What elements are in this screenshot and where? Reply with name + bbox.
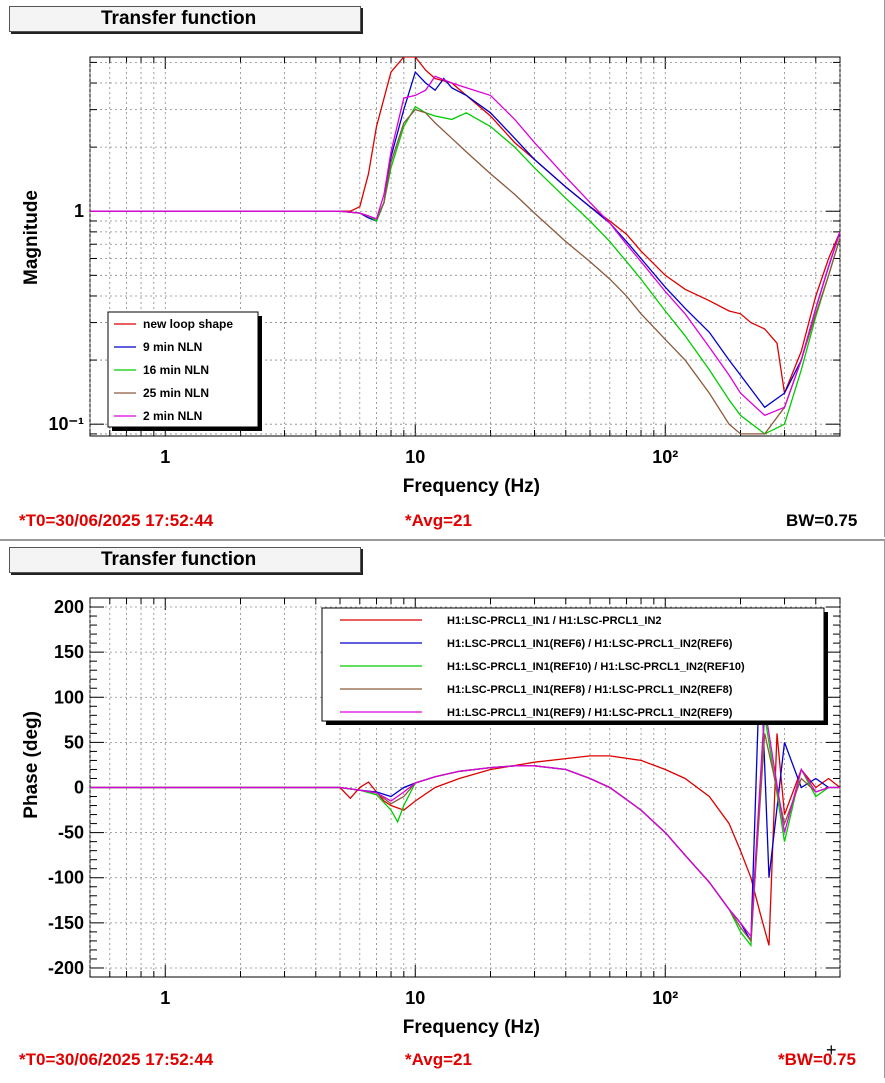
phase-panel: Transfer function 1 10 10² -200 -150 -100 -50 0… — [0, 539, 885, 1078]
phase-y-tick-label: 100 — [54, 687, 84, 707]
magnitude-legend-label-1: 9 min NLN — [143, 340, 202, 354]
magnitude-bw-label: BW=0.75 — [786, 511, 858, 530]
phase-bw-label: *BW=0.75 — [778, 1050, 856, 1069]
phase-legend — [321, 607, 825, 722]
magnitude-x-axis-label: Frequency (Hz) — [403, 476, 540, 497]
phase-y-tick-label: -150 — [48, 913, 84, 933]
phase-legend-label-0: H1:LSC-PRCL1_IN1 / H1:LSC-PRCL1_IN2 — [447, 615, 662, 627]
magnitude-t0-label: *T0=30/06/2025 17:52:44 — [19, 511, 214, 530]
magnitude-legend-label-3: 25 min NLN — [143, 386, 209, 400]
phase-y-tick-label: -200 — [48, 958, 84, 978]
magnitude-chart: 1 10 10² 10⁻¹ 1 Frequency (Hz) Magnitude new lo… — [21, 56, 841, 497]
phase-y-axis-label: Phase (deg) — [21, 711, 42, 819]
magnitude-y-tick-label: 10⁻¹ — [48, 414, 84, 434]
magnitude-y-axis-label: Magnitude — [21, 190, 42, 285]
phase-y-tick-label: -50 — [58, 823, 84, 843]
phase-chart: 1 10 10² -200 -150 -100 -50 0 50 100 150 200 Frequen… — [21, 597, 841, 1038]
magnitude-series-group — [90, 57, 840, 435]
phase-y-tick-label: 0 — [74, 778, 84, 798]
magnitude-series-line-3 — [90, 108, 840, 435]
phase-x-tick-label: 1 — [160, 988, 170, 1008]
phase-legend-label-1: H1:LSC-PRCL1_IN1(REF6) / H1:LSC-PRCL1_IN… — [447, 638, 733, 650]
magnitude-series-line-4 — [90, 75, 840, 417]
phase-y-tick-label: -100 — [48, 868, 84, 888]
phase-y-tick-label: 150 — [54, 642, 84, 662]
magnitude-avg-label: *Avg=21 — [405, 511, 472, 530]
magnitude-legend-label-2: 16 min NLN — [143, 363, 209, 377]
phase-legend-label-3: H1:LSC-PRCL1_IN1(REF8) / H1:LSC-PRCL1_IN… — [447, 684, 733, 696]
magnitude-x-tick-label: 1 — [160, 447, 170, 467]
phase-avg-label: *Avg=21 — [405, 1050, 472, 1069]
phase-legend-label-2: H1:LSC-PRCL1_IN1(REF10) / H1:LSC-PRCL1_I… — [447, 661, 745, 673]
phase-panel-title: Transfer function — [9, 547, 361, 573]
magnitude-panel-title: Transfer function — [9, 6, 361, 32]
magnitude-y-grid — [90, 61, 840, 435]
magnitude-y-tick-label: 1 — [74, 201, 84, 221]
magnitude-x-tick-label: 10 — [405, 447, 425, 467]
phase-series-line-4 — [90, 706, 840, 939]
phase-series-group — [90, 652, 840, 948]
phase-x-tick-label: 10² — [652, 988, 678, 1008]
phase-x-tick-label: 10 — [405, 988, 425, 1008]
magnitude-legend-label-4: 2 min NLN — [143, 409, 202, 423]
magnitude-panel: Transfer function 1 10 10² 10⁻¹ 1 Frequency (… — [0, 0, 885, 537]
magnitude-legend-label-0: new loop shape — [143, 317, 233, 331]
phase-x-axis-label: Frequency (Hz) — [403, 1017, 540, 1038]
phase-y-tick-label: 200 — [54, 597, 84, 617]
phase-y-tick-label: 50 — [64, 732, 84, 752]
phase-legend-label-4: H1:LSC-PRCL1_IN1(REF9) / H1:LSC-PRCL1_IN… — [447, 707, 733, 719]
crosshair-cursor-icon: + — [826, 1040, 837, 1060]
magnitude-x-tick-label: 10² — [652, 447, 678, 467]
phase-t0-label: *T0=30/06/2025 17:52:44 — [19, 1050, 214, 1069]
